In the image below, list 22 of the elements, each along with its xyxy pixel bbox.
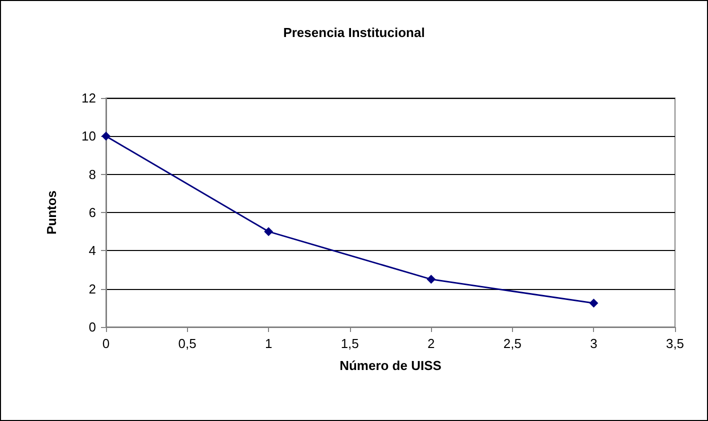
- y-tick-label: 6: [88, 205, 96, 220]
- y-tick-label: 8: [88, 166, 96, 182]
- chart-title: Presencia Institucional: [283, 25, 425, 40]
- y-axis-title: Puntos: [44, 190, 59, 235]
- point: [589, 298, 598, 308]
- x-tick-label: 0,5: [178, 336, 196, 351]
- point: [426, 274, 436, 284]
- x-axis-title: Número de UISS: [340, 358, 442, 373]
- point: [102, 132, 110, 141]
- x-tick-label: 1,5: [340, 336, 359, 351]
- y-tick-label: 0: [88, 320, 96, 334]
- x-tick-label: 2: [428, 336, 435, 351]
- x-tick-label: 2,5: [503, 336, 522, 351]
- x-tick-label: 3: [590, 336, 598, 351]
- x-tick-label: 0: [102, 336, 110, 351]
- point: [264, 227, 274, 236]
- x-tick-label: 1: [264, 336, 272, 351]
- x-tick-label: 3,5: [666, 336, 684, 351]
- y-tick-label: 12: [82, 90, 96, 106]
- y-tick-label: 2: [88, 281, 96, 296]
- y-tick-label: 10: [82, 128, 96, 144]
- y-tick-label: 4: [88, 243, 96, 258]
